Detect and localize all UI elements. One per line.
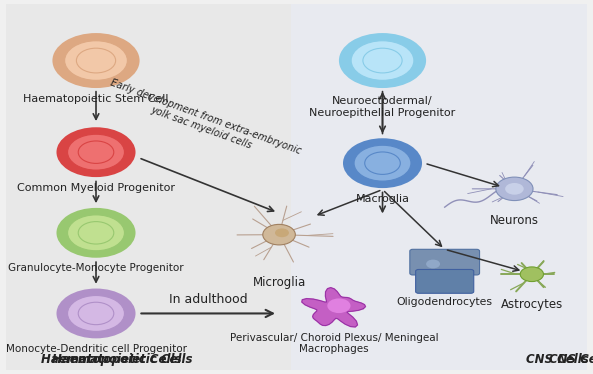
Text: Early development from extra-embryonic
yolk sac myeloid cells: Early development from extra-embryonic y… [105, 77, 302, 167]
Text: CNS Cells: CNS Cells [526, 353, 589, 366]
Circle shape [68, 134, 125, 170]
Circle shape [56, 288, 136, 338]
Text: Microglia: Microglia [253, 276, 305, 289]
Text: Astrocytes: Astrocytes [500, 298, 563, 311]
Text: Perivascular/ Choroid Plexus/ Meningeal
Macrophages: Perivascular/ Choroid Plexus/ Meningeal … [230, 333, 439, 355]
Circle shape [520, 267, 543, 282]
Circle shape [263, 224, 295, 245]
Text: Neurons: Neurons [490, 215, 539, 227]
FancyBboxPatch shape [416, 269, 474, 293]
Circle shape [52, 33, 139, 88]
Circle shape [505, 183, 524, 195]
Circle shape [68, 215, 125, 251]
Circle shape [65, 41, 127, 80]
Circle shape [56, 208, 136, 258]
Text: Haematopoietic Cells: Haematopoietic Cells [41, 353, 181, 366]
Circle shape [496, 177, 533, 200]
Polygon shape [302, 288, 365, 327]
Text: Granulocyte-Monocyte Progenitor: Granulocyte-Monocyte Progenitor [8, 263, 184, 273]
Circle shape [426, 260, 440, 269]
Circle shape [339, 33, 426, 88]
Text: Neuroectodermal/
Neuroepithelial Progenitor: Neuroectodermal/ Neuroepithelial Progeni… [310, 96, 455, 118]
Circle shape [354, 145, 411, 181]
Text: Monocyte-Dendritic cell Progenitor: Monocyte-Dendritic cell Progenitor [5, 344, 187, 354]
Text: Haematopoietic Stem Cell: Haematopoietic Stem Cell [23, 94, 169, 104]
Text: In adulthood: In adulthood [169, 293, 247, 306]
FancyBboxPatch shape [410, 249, 480, 275]
Circle shape [327, 298, 350, 313]
Bar [291, 4, 587, 370]
Text: CNS Cells: CNS Cells [549, 353, 593, 366]
Text: Macroglia: Macroglia [356, 194, 410, 204]
Text: Haematopoietic Cells: Haematopoietic Cells [52, 353, 193, 366]
Circle shape [56, 127, 136, 177]
Text: Common Myeloid Progenitor: Common Myeloid Progenitor [17, 183, 175, 193]
Text: Oligodendrocytes: Oligodendrocytes [397, 297, 493, 307]
Circle shape [68, 295, 125, 331]
Circle shape [343, 138, 422, 188]
Circle shape [351, 41, 414, 80]
Circle shape [275, 229, 289, 237]
Bar [6, 4, 291, 370]
